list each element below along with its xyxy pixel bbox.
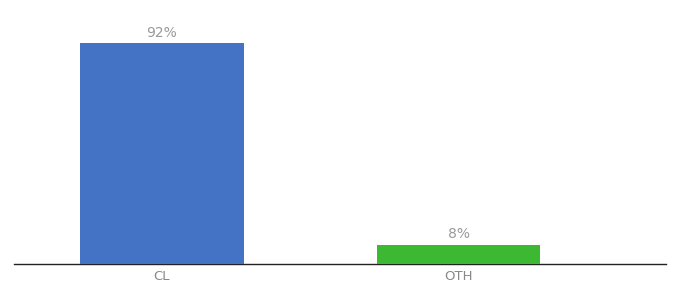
Text: 8%: 8% bbox=[447, 227, 470, 241]
Text: 92%: 92% bbox=[147, 26, 177, 40]
Bar bbox=[377, 245, 541, 264]
Bar bbox=[80, 43, 243, 264]
